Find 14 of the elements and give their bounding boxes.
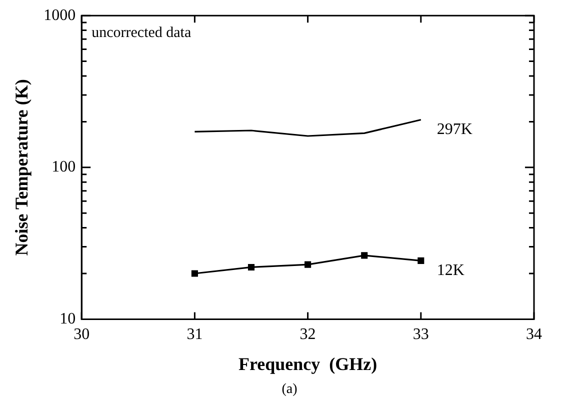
x-tick-label: 31 xyxy=(186,326,203,344)
x-tick-label: 34 xyxy=(526,326,542,344)
y-tick-label: 1000 xyxy=(44,6,76,24)
series-label: 12K xyxy=(436,262,465,279)
y-axis-title: Noise Temperature (K) xyxy=(11,79,32,256)
y-tick-label: 100 xyxy=(52,158,76,176)
series-label: 297K xyxy=(436,120,473,138)
y-tick-label: 10 xyxy=(60,310,76,328)
x-axis-title: Frequency (GHz) xyxy=(238,354,378,374)
x-tick-label: 33 xyxy=(412,326,429,344)
x-tick-label: 32 xyxy=(300,326,316,344)
text: (a) xyxy=(280,382,298,398)
annotation: uncorrected data xyxy=(92,25,192,42)
x-tick-label: 30 xyxy=(74,326,90,344)
